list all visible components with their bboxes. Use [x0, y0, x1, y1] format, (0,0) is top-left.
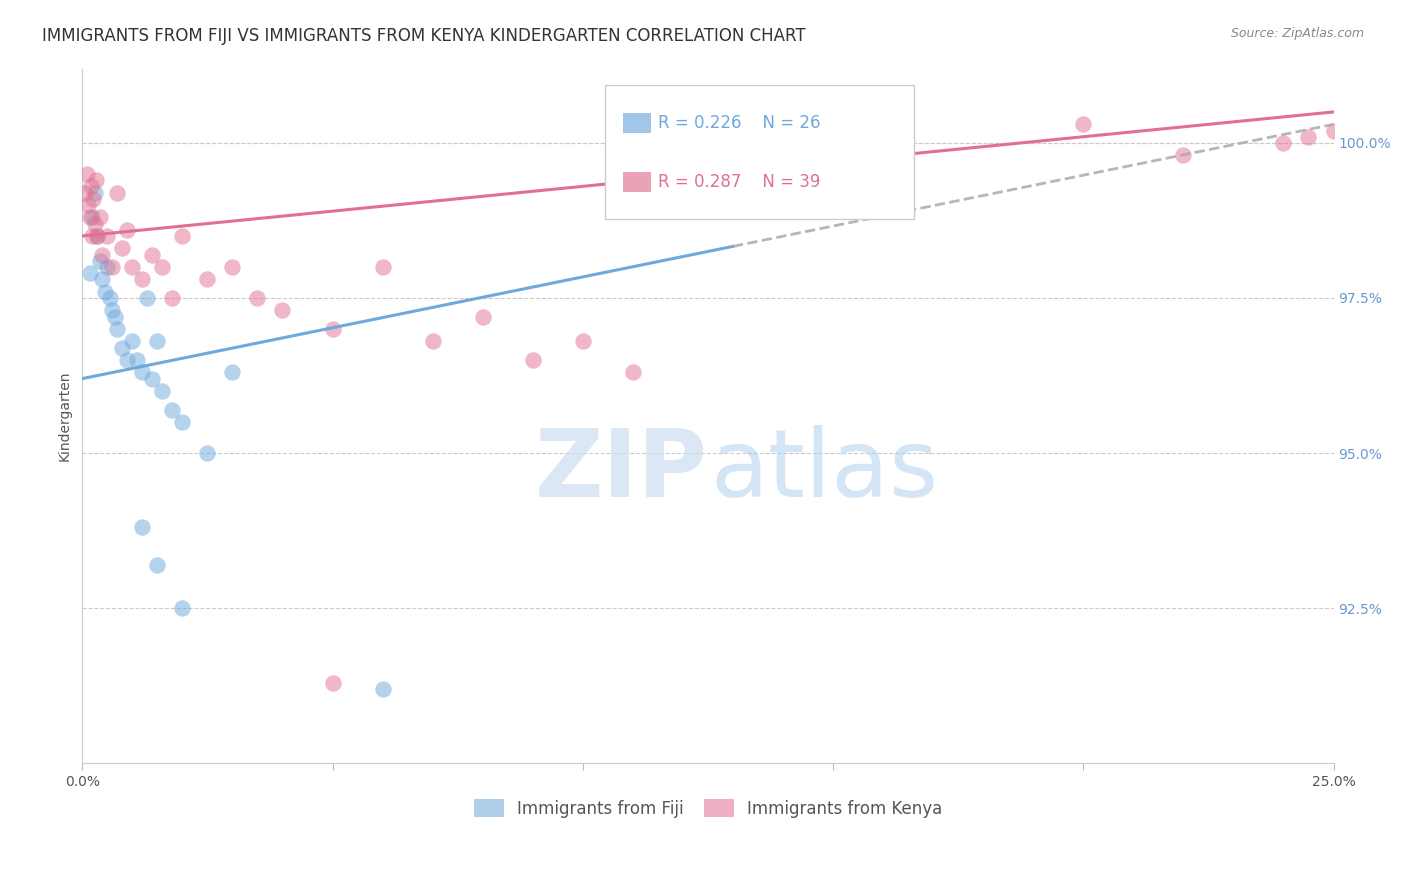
Point — [105, 186, 128, 200]
Point — [101, 260, 124, 274]
Point — [141, 371, 163, 385]
Point — [422, 334, 444, 349]
Point — [83, 217, 105, 231]
Point — [104, 310, 127, 324]
Point — [522, 353, 544, 368]
Point — [172, 601, 194, 615]
Text: atlas: atlas — [710, 425, 939, 517]
Y-axis label: Kindergarten: Kindergarten — [58, 370, 72, 461]
Point — [79, 211, 101, 225]
Text: R = 0.226    N = 26: R = 0.226 N = 26 — [658, 114, 821, 132]
Point — [83, 186, 105, 200]
Point — [162, 291, 184, 305]
Point — [162, 402, 184, 417]
Point — [150, 260, 173, 274]
Point — [101, 303, 124, 318]
Point — [1173, 148, 1195, 162]
Point — [136, 291, 159, 305]
Point — [86, 229, 108, 244]
Point — [127, 353, 149, 368]
Point — [84, 173, 107, 187]
Text: ZIP: ZIP — [536, 425, 707, 517]
Point — [121, 260, 143, 274]
Point — [471, 310, 494, 324]
Point — [197, 272, 219, 286]
Point — [146, 558, 169, 572]
Point — [172, 229, 194, 244]
Point — [96, 229, 118, 244]
Point — [172, 415, 194, 429]
Point — [89, 211, 111, 225]
Text: Source: ZipAtlas.com: Source: ZipAtlas.com — [1230, 27, 1364, 40]
Point — [86, 229, 108, 244]
Point — [117, 353, 139, 368]
Point — [131, 366, 153, 380]
Point — [371, 260, 394, 274]
Text: R = 0.287    N = 39: R = 0.287 N = 39 — [658, 173, 820, 191]
Point — [80, 179, 103, 194]
Point — [111, 241, 134, 255]
Point — [322, 322, 344, 336]
Point — [76, 167, 98, 181]
Point — [696, 117, 718, 131]
Point — [91, 247, 114, 261]
Point — [322, 675, 344, 690]
Point — [98, 291, 121, 305]
Point — [94, 285, 117, 299]
Point — [246, 291, 269, 305]
Point — [371, 681, 394, 696]
Point — [131, 272, 153, 286]
Point — [82, 211, 104, 225]
Point — [146, 334, 169, 349]
Point — [121, 334, 143, 349]
Point — [221, 366, 243, 380]
Point — [197, 446, 219, 460]
Point — [77, 198, 100, 212]
Point — [82, 192, 104, 206]
Point — [1322, 123, 1344, 137]
Point — [89, 253, 111, 268]
Point — [111, 341, 134, 355]
Point — [131, 520, 153, 534]
Point — [79, 266, 101, 280]
Point — [621, 366, 644, 380]
Point — [96, 260, 118, 274]
Point — [117, 223, 139, 237]
Point — [271, 303, 294, 318]
Point — [1272, 136, 1295, 150]
Point — [150, 384, 173, 398]
Point — [571, 334, 593, 349]
Legend: Immigrants from Fiji, Immigrants from Kenya: Immigrants from Fiji, Immigrants from Ke… — [467, 792, 949, 824]
Point — [141, 247, 163, 261]
Point — [73, 186, 96, 200]
Point — [221, 260, 243, 274]
Text: IMMIGRANTS FROM FIJI VS IMMIGRANTS FROM KENYA KINDERGARTEN CORRELATION CHART: IMMIGRANTS FROM FIJI VS IMMIGRANTS FROM … — [42, 27, 806, 45]
Point — [105, 322, 128, 336]
Point — [1298, 129, 1320, 144]
Point — [82, 229, 104, 244]
Point — [91, 272, 114, 286]
Point — [1071, 117, 1094, 131]
